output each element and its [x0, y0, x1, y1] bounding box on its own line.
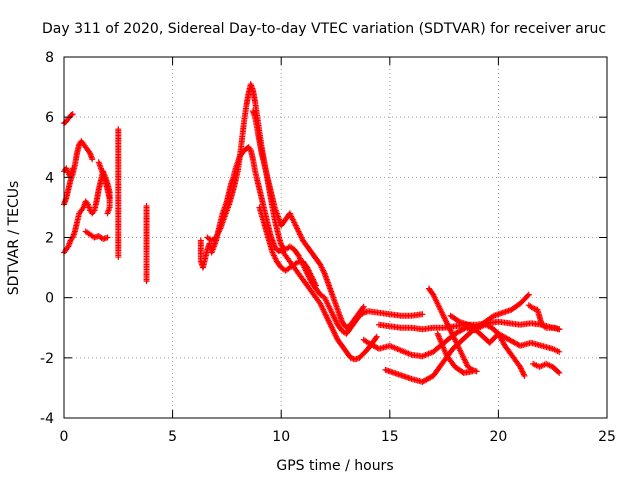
y-tick-label: -2	[40, 351, 54, 367]
data-point	[89, 156, 96, 163]
data-point	[143, 278, 150, 285]
series-trace-16	[425, 285, 480, 375]
data-point	[360, 303, 367, 310]
chart-title: Day 311 of 2020, Sidereal Day-to-day VTE…	[42, 21, 606, 37]
x-tick-label: 10	[272, 429, 290, 445]
series-trace-8	[143, 202, 150, 285]
data-point	[489, 313, 496, 320]
data-point	[556, 369, 563, 376]
data-point	[556, 326, 563, 333]
x-tick-label: 25	[598, 429, 616, 445]
x-axis-label: GPS time / hours	[276, 458, 393, 474]
series-trace-7	[115, 126, 122, 261]
series-trace-3	[61, 138, 96, 208]
series-trace-18	[525, 302, 563, 333]
y-axis-label: SDTVAR / TECUs	[6, 181, 22, 296]
series-trace-12	[256, 204, 319, 289]
series-trace-6	[95, 159, 113, 202]
data-point	[312, 282, 319, 289]
data-point	[106, 195, 113, 202]
data-point	[525, 291, 532, 298]
series-trace-17	[447, 291, 532, 331]
data-point	[115, 254, 122, 261]
data-point	[104, 210, 111, 217]
y-tick-label: 8	[45, 50, 54, 66]
data-point	[521, 372, 528, 379]
y-tick-label: -4	[40, 411, 54, 427]
x-tick-label: 20	[489, 429, 507, 445]
data-point	[373, 333, 380, 340]
data-point	[469, 368, 476, 375]
y-tick-label: 0	[45, 291, 54, 307]
x-tick-label: 5	[168, 429, 177, 445]
data-point	[69, 111, 76, 118]
series-trace-20	[434, 330, 476, 376]
y-tick-label: 6	[45, 110, 54, 126]
data-point	[419, 311, 426, 318]
series-trace-11	[249, 108, 367, 331]
x-tick-label: 15	[381, 429, 399, 445]
series-trace-1	[61, 111, 76, 127]
data-points	[61, 81, 563, 385]
data-point	[104, 234, 111, 241]
data-point	[524, 292, 531, 299]
series-trace-4	[61, 168, 113, 256]
series-trace-9	[197, 144, 380, 363]
data-point	[556, 348, 563, 355]
series-trace-19	[530, 360, 563, 376]
data-point	[455, 317, 462, 324]
data-point	[372, 334, 379, 341]
data-point	[555, 368, 562, 375]
y-tick-label: 2	[45, 231, 54, 247]
x-axis: 0 5 10 15 20 25	[60, 57, 616, 445]
data-point	[359, 304, 366, 311]
y-axis: -4 -2 0 2 4 6 8	[40, 50, 607, 427]
y-tick-label: 4	[45, 170, 54, 186]
grid-lines	[64, 57, 607, 418]
series-trace-5	[82, 228, 111, 243]
x-tick-label: 0	[60, 429, 69, 445]
